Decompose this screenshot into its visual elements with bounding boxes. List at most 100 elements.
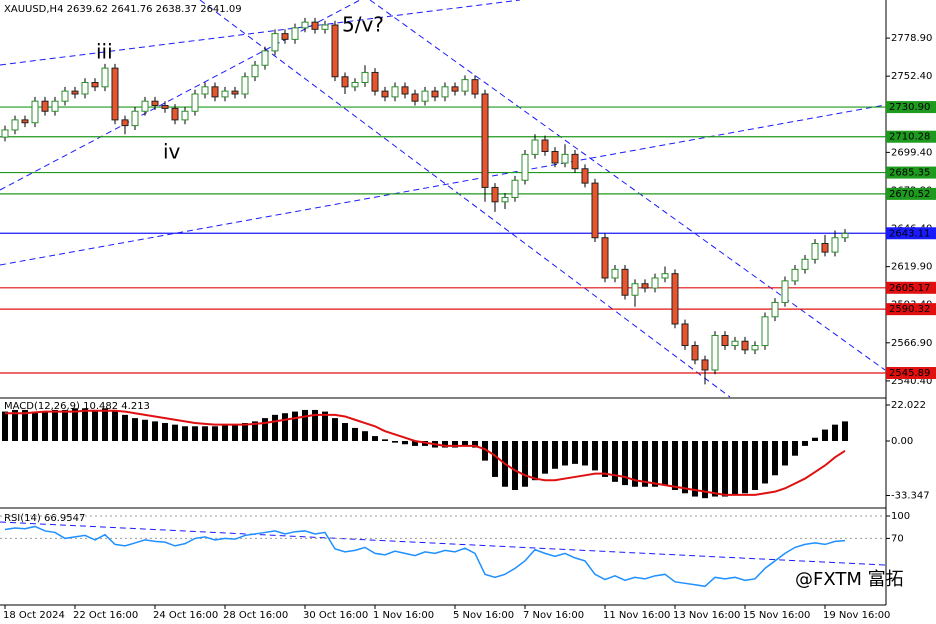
candle-body: [231, 90, 239, 95]
macd-bar: [302, 409, 308, 441]
candle-body: [141, 100, 149, 112]
macd-bar: [52, 409, 58, 441]
candle-body: [421, 90, 429, 102]
macd-bar: [552, 440, 558, 469]
macd-title: MACD(12,26,9) 10.482 4.213: [4, 401, 150, 412]
candle-body: [331, 24, 339, 78]
candle-body: [31, 100, 39, 124]
macd-bar: [792, 440, 798, 456]
macd-bar: [372, 436, 378, 441]
macd-bar: [802, 440, 808, 446]
macd-bar: [42, 411, 48, 441]
candle-body: [401, 86, 409, 95]
trend-line: [0, 0, 521, 66]
candle-body: [581, 168, 589, 184]
macd-bar: [532, 440, 538, 481]
macd-bar: [442, 440, 448, 448]
candle-body: [51, 100, 59, 112]
x-tick-label: 24 Oct 16:00: [153, 610, 218, 621]
watermark: @FXTM 富拓: [795, 569, 904, 590]
macd-bar: [742, 440, 748, 494]
candle-body: [371, 71, 379, 92]
macd-bar: [152, 421, 158, 441]
macd-bar: [592, 440, 598, 471]
level-label: 2590.32: [889, 304, 930, 315]
candle-body: [591, 182, 599, 239]
level-label-box: [886, 303, 936, 316]
level-label-box: [886, 166, 936, 179]
candle-body: [551, 150, 559, 164]
level-label: 2670.52: [889, 189, 930, 200]
macd-bar: [62, 409, 68, 441]
macd-bar: [762, 440, 768, 484]
macd-bar: [182, 426, 188, 441]
level-label-box: [886, 187, 936, 200]
macd-bar: [282, 413, 288, 441]
candle-body: [661, 273, 669, 279]
macd-bar: [112, 409, 118, 441]
wave-label: iii: [96, 40, 113, 64]
macd-bar: [632, 440, 638, 487]
candle-body: [211, 86, 219, 98]
level-label: 2643.11: [889, 228, 930, 239]
macd-bar: [472, 440, 478, 448]
macd-bar: [482, 440, 488, 461]
candle-body: [771, 301, 779, 318]
macd-bar: [232, 424, 238, 441]
candle-body: [131, 110, 139, 127]
macd-bar: [342, 423, 348, 441]
trend-line: [199, 0, 731, 398]
candle-body: [571, 153, 579, 170]
candle-body: [171, 107, 179, 121]
candle-body: [801, 258, 809, 270]
candle-body: [391, 86, 399, 98]
y-tick-label: 2778.90: [891, 33, 932, 44]
candle-body: [721, 334, 729, 347]
macd-bar: [222, 424, 228, 441]
candle-body: [451, 86, 459, 92]
x-tick-label: 7 Nov 16:00: [523, 610, 584, 621]
macd-bar: [242, 423, 248, 441]
x-tick-label: 5 Nov 16:00: [453, 610, 514, 621]
macd-bar: [722, 440, 728, 497]
candle-body: [261, 50, 269, 66]
rsi-title: RSI(14) 66.9547: [4, 513, 85, 524]
x-tick-label: 19 Nov 16:00: [823, 610, 890, 621]
candle-body: [81, 82, 89, 95]
candle-body: [601, 237, 609, 279]
macd-bar: [512, 440, 518, 491]
y-tick-label: 2699.40: [891, 147, 932, 158]
candle-body: [751, 345, 759, 351]
level-label: 2605.17: [889, 283, 930, 294]
x-tick-label: 30 Oct 16:00: [303, 610, 368, 621]
level-label-box: [886, 367, 936, 380]
macd-bar: [382, 439, 388, 441]
macd-bar: [202, 426, 208, 441]
macd-bar: [542, 440, 548, 474]
candle-body: [471, 79, 479, 95]
macd-bar: [132, 418, 138, 441]
candle-body: [631, 283, 639, 296]
chart-title: XAUUSD,H4 2639.62 2641.76 2638.37 2641.0…: [4, 4, 242, 15]
candle-body: [21, 119, 29, 124]
macd-bar: [662, 440, 668, 486]
candle-body: [841, 232, 849, 239]
candle-body: [121, 119, 129, 127]
level-label: 2730.90: [889, 102, 930, 113]
candle-body: [681, 323, 689, 347]
macd-bar: [142, 419, 148, 441]
candle-body: [481, 93, 489, 188]
candle-body: [461, 79, 469, 92]
y-tick-label: 2566.90: [891, 338, 932, 349]
candle-body: [361, 71, 369, 84]
candle-body: [731, 340, 739, 347]
candle-body: [291, 27, 299, 40]
trend-line: [0, 0, 361, 191]
x-tick-label: 13 Nov 16:00: [673, 610, 740, 621]
candle-body: [1, 129, 9, 138]
candle-body: [791, 268, 799, 282]
macd-bar: [752, 440, 758, 491]
candle-body: [531, 139, 539, 155]
